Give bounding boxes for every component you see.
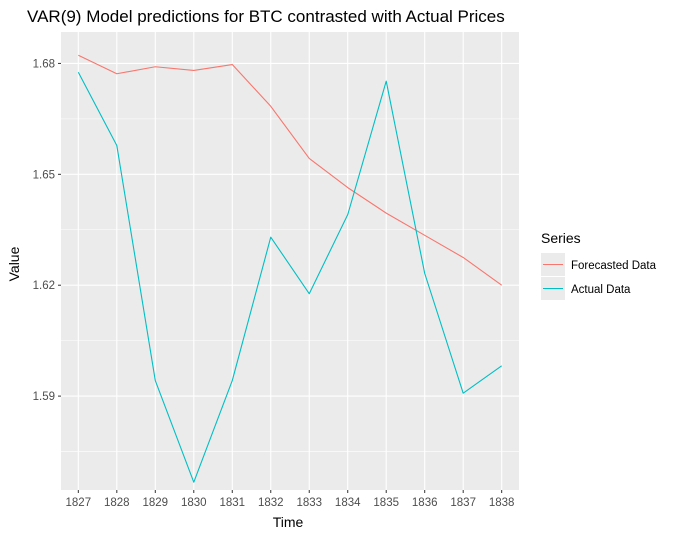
x-tick-label: 1835 bbox=[373, 497, 399, 509]
series-line-forecasted-data bbox=[78, 54, 503, 286]
y-axis-label: Value bbox=[6, 246, 22, 281]
legend-label-forecasted-data: Forecasted Data bbox=[571, 260, 657, 272]
chart-title: VAR(9) Model predictions for BTC contras… bbox=[27, 7, 505, 26]
x-tick-label: 1834 bbox=[335, 497, 361, 509]
legend-label-actual-data: Actual Data bbox=[571, 284, 631, 296]
x-tick-label: 1831 bbox=[219, 497, 245, 509]
x-tick-label: 1832 bbox=[258, 497, 284, 509]
x-tick-label: 1836 bbox=[412, 497, 438, 509]
x-tick-label: 1828 bbox=[104, 497, 130, 509]
y-tick-label: 1.68 bbox=[33, 58, 55, 70]
x-tick-label: 1830 bbox=[181, 497, 207, 509]
plot-panel bbox=[61, 32, 519, 490]
axes: 1.59 1.62 1.65 1.68 1827 1828 1829 1830 1831 1832… bbox=[33, 58, 515, 509]
series-line-actual-data bbox=[77, 72, 502, 483]
x-tick-label: 1837 bbox=[450, 497, 476, 509]
y-tick-label: 1.62 bbox=[33, 280, 55, 292]
x-tick-label: 1838 bbox=[489, 497, 515, 509]
x-tick-label: 1833 bbox=[296, 497, 322, 509]
y-tick-label: 1.65 bbox=[33, 169, 55, 181]
legend-title: Series bbox=[541, 230, 581, 246]
x-axis-label: Time bbox=[273, 514, 304, 530]
legend: Series Forecasted Data Actual Data bbox=[541, 230, 657, 300]
series-lines bbox=[77, 54, 503, 483]
y-tick-label: 1.59 bbox=[33, 391, 55, 403]
x-tick-label: 1827 bbox=[66, 497, 92, 509]
grid-lines bbox=[61, 32, 519, 490]
x-tick-label: 1829 bbox=[142, 497, 168, 509]
